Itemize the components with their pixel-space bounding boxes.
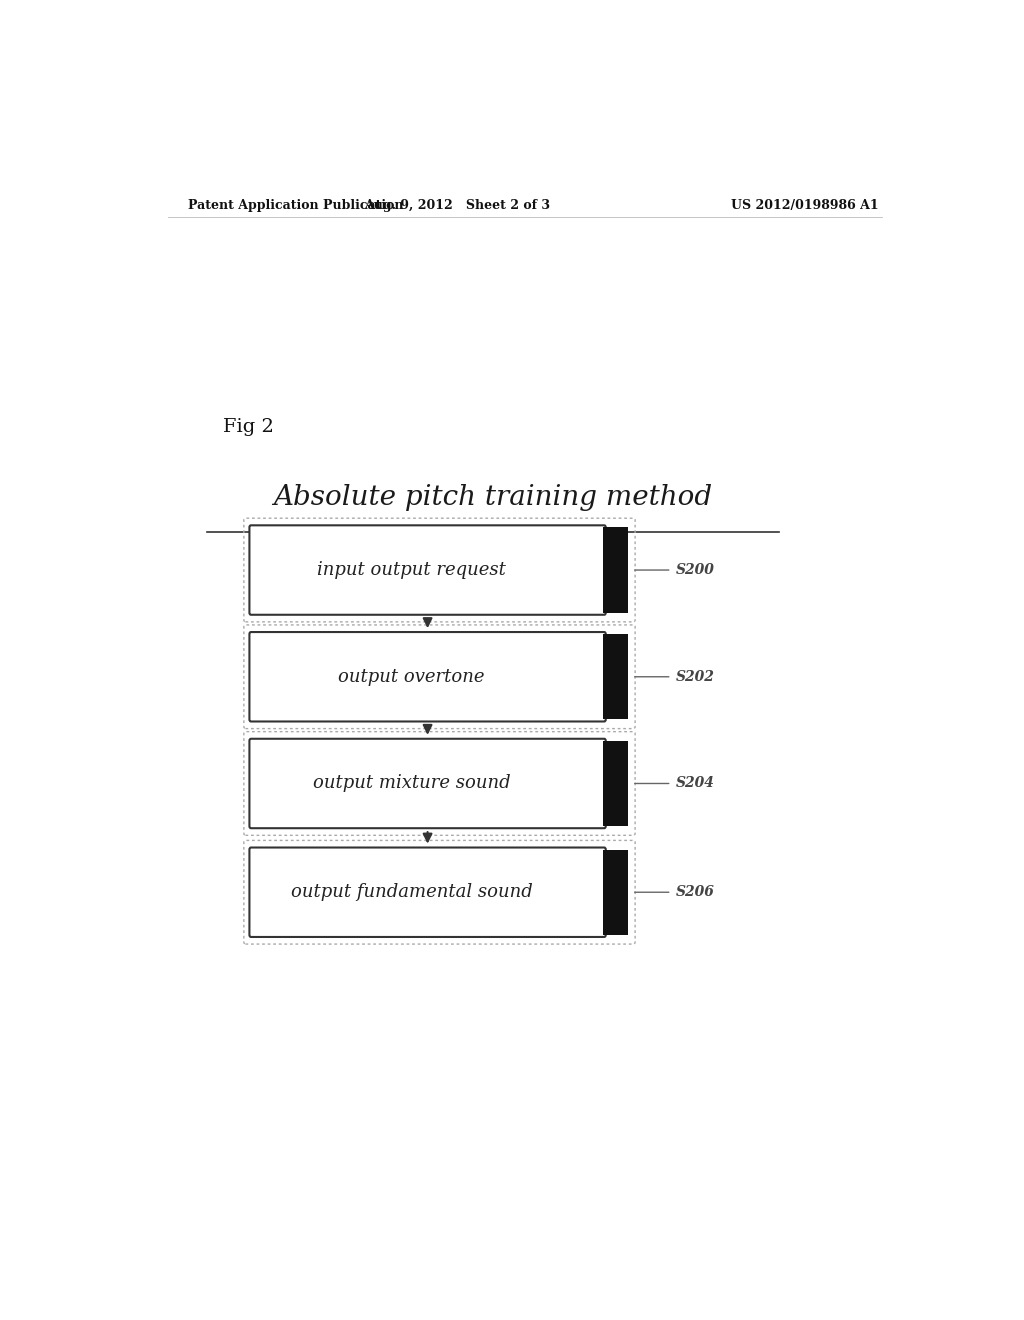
Text: output overtone: output overtone	[339, 668, 485, 686]
Text: US 2012/0198986 A1: US 2012/0198986 A1	[731, 199, 879, 213]
Text: S206: S206	[676, 886, 715, 899]
Text: S204: S204	[676, 776, 715, 791]
Text: Patent Application Publication: Patent Application Publication	[187, 199, 403, 213]
Text: Absolute pitch training method: Absolute pitch training method	[273, 483, 713, 511]
FancyBboxPatch shape	[250, 739, 606, 828]
FancyBboxPatch shape	[250, 847, 606, 937]
FancyBboxPatch shape	[250, 525, 606, 615]
Bar	[602, 634, 628, 719]
Text: output mixture sound: output mixture sound	[313, 775, 511, 792]
Text: input output request: input output request	[317, 561, 506, 579]
FancyBboxPatch shape	[250, 632, 606, 722]
Text: Aug. 9, 2012   Sheet 2 of 3: Aug. 9, 2012 Sheet 2 of 3	[365, 199, 550, 213]
Text: S200: S200	[676, 564, 715, 577]
Text: output fundamental sound: output fundamental sound	[291, 883, 532, 902]
Text: Fig 2: Fig 2	[223, 417, 274, 436]
Bar	[602, 741, 628, 826]
Bar	[602, 850, 628, 935]
Text: S202: S202	[676, 669, 715, 684]
Bar	[602, 528, 628, 612]
